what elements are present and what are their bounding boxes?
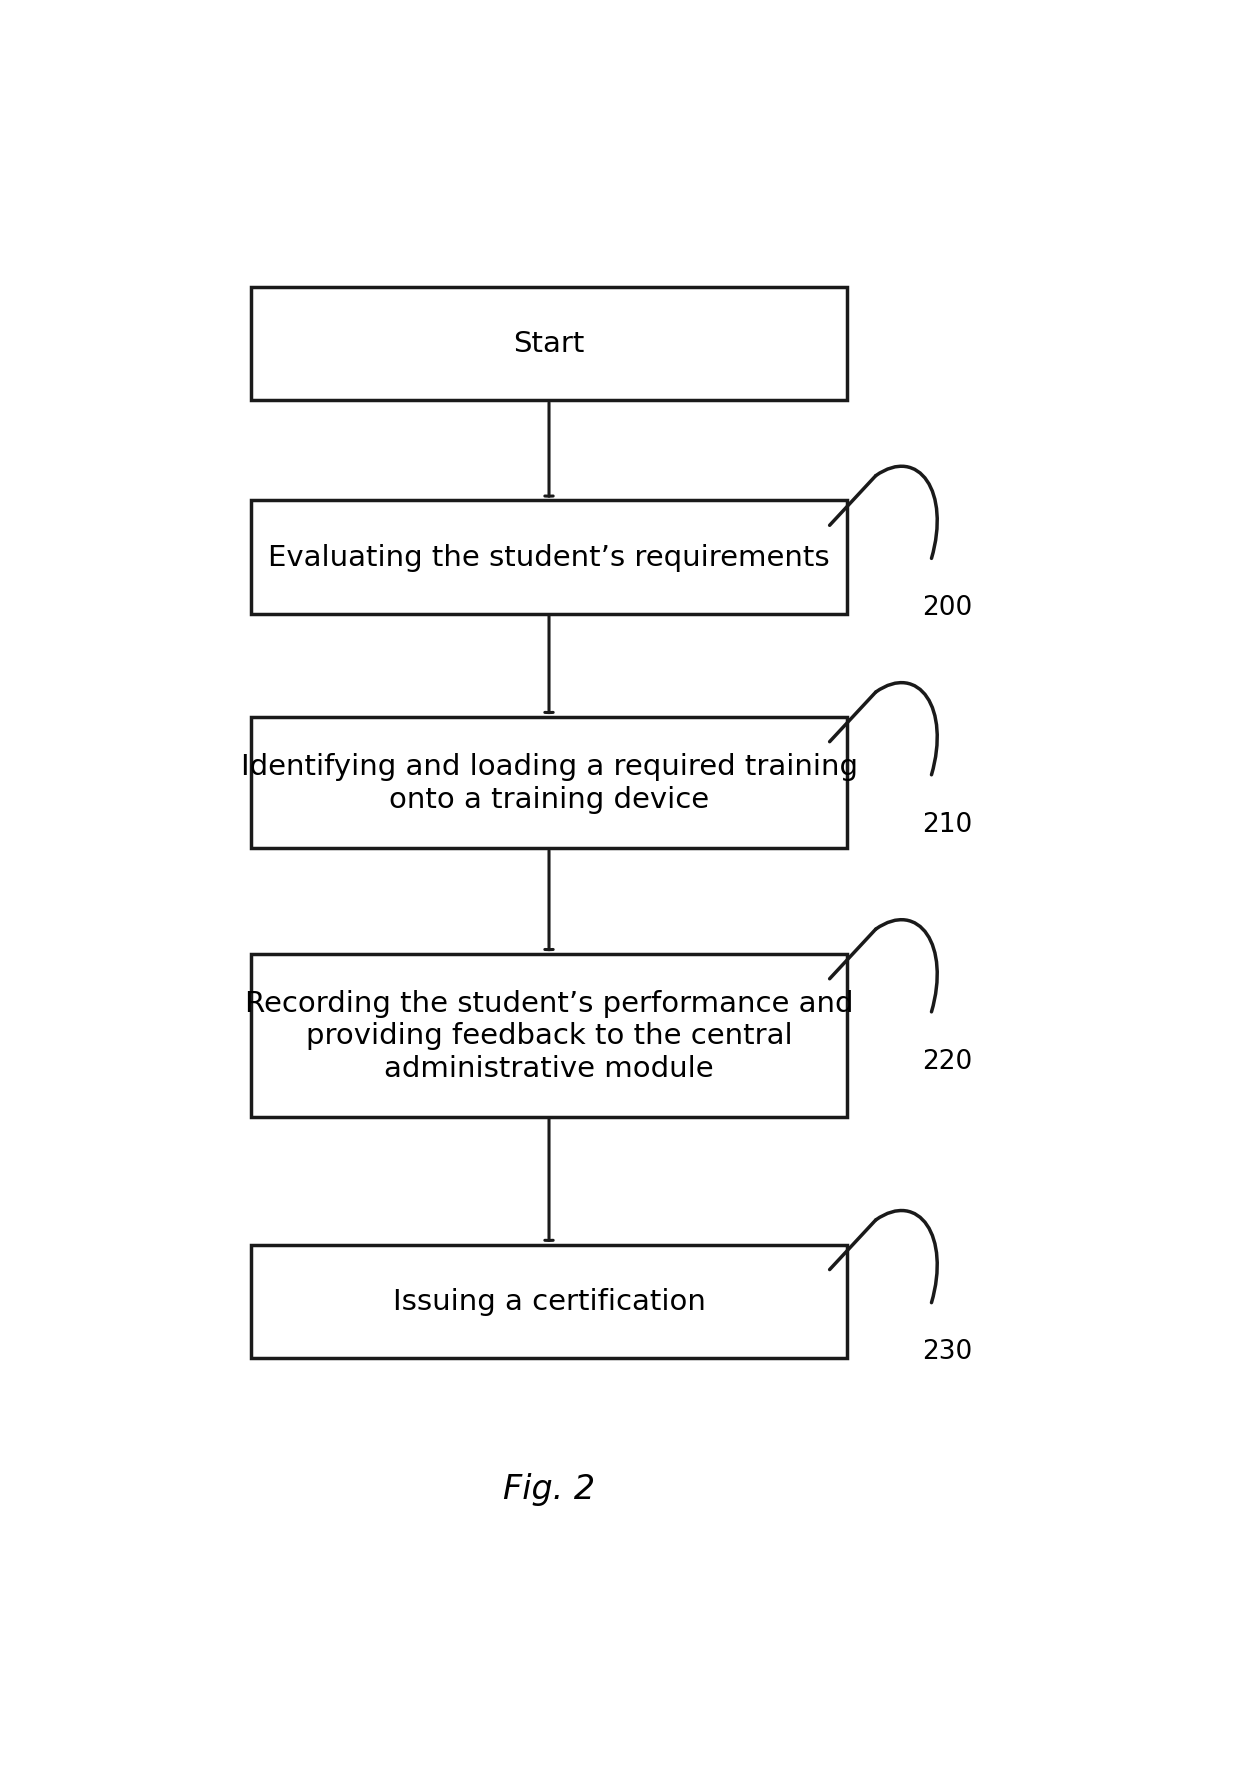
Bar <box>250 501 847 614</box>
Text: 200: 200 <box>921 596 972 621</box>
Text: 230: 230 <box>921 1338 972 1365</box>
Bar <box>250 1245 847 1358</box>
Text: 220: 220 <box>921 1048 972 1073</box>
Bar <box>250 288 847 401</box>
Text: Evaluating the student’s requirements: Evaluating the student’s requirements <box>268 544 830 572</box>
Text: Identifying and loading a required training
onto a training device: Identifying and loading a required train… <box>241 753 858 812</box>
Bar <box>250 954 847 1116</box>
Text: Issuing a certification: Issuing a certification <box>393 1288 706 1315</box>
Text: Start: Start <box>513 331 585 358</box>
Text: Recording the student’s performance and
providing feedback to the central
admini: Recording the student’s performance and … <box>244 989 853 1082</box>
Bar <box>250 717 847 848</box>
Text: Fig. 2: Fig. 2 <box>503 1472 595 1505</box>
Text: 210: 210 <box>921 810 972 837</box>
